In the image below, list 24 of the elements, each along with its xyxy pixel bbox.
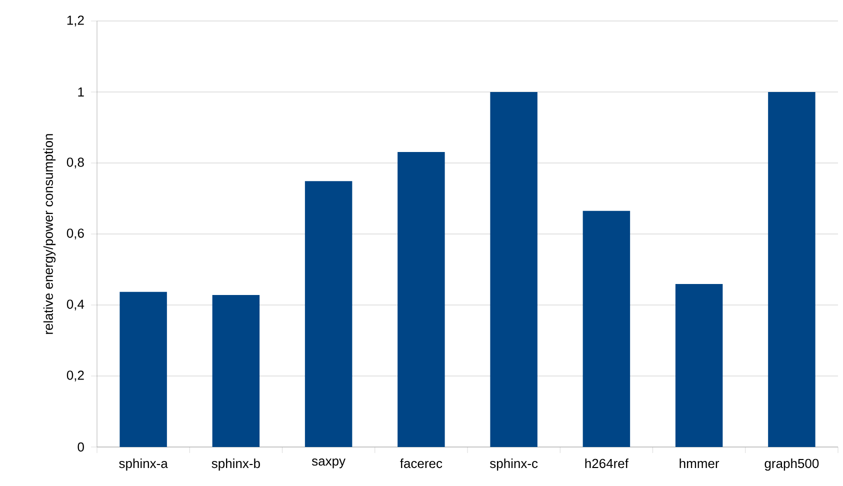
- y-tick-label: 0: [78, 442, 84, 452]
- bar: [768, 92, 816, 447]
- bar: [398, 152, 445, 447]
- bar: [120, 292, 167, 447]
- y-tick-label: 0,8: [66, 158, 84, 168]
- bar: [490, 92, 538, 447]
- y-tick-label: 1,2: [67, 16, 84, 26]
- bar: [212, 295, 260, 447]
- x-tick-label: sphinx-b: [212, 458, 260, 471]
- bar: [582, 210, 630, 447]
- x-tick-label: facerec: [400, 458, 442, 468]
- bar: [304, 181, 352, 447]
- x-tick-label: saxpy: [312, 458, 346, 468]
- y-axis-title: relative energy/power consumption: [43, 134, 56, 334]
- y-tick-label: 0,6: [66, 228, 84, 240]
- bar: [675, 284, 723, 447]
- x-tick-label: hmmer: [680, 458, 720, 468]
- y-tick-label: 0,2: [66, 370, 84, 382]
- x-tick-label: sphinx-c: [490, 458, 538, 471]
- y-tick-label: 0,4: [66, 300, 84, 310]
- x-tick-label: h264ref: [585, 458, 628, 468]
- x-tick-label: graph500: [764, 458, 819, 471]
- x-tick-label: sphinx-a: [119, 458, 168, 471]
- y-tick-label: 1: [78, 88, 84, 96]
